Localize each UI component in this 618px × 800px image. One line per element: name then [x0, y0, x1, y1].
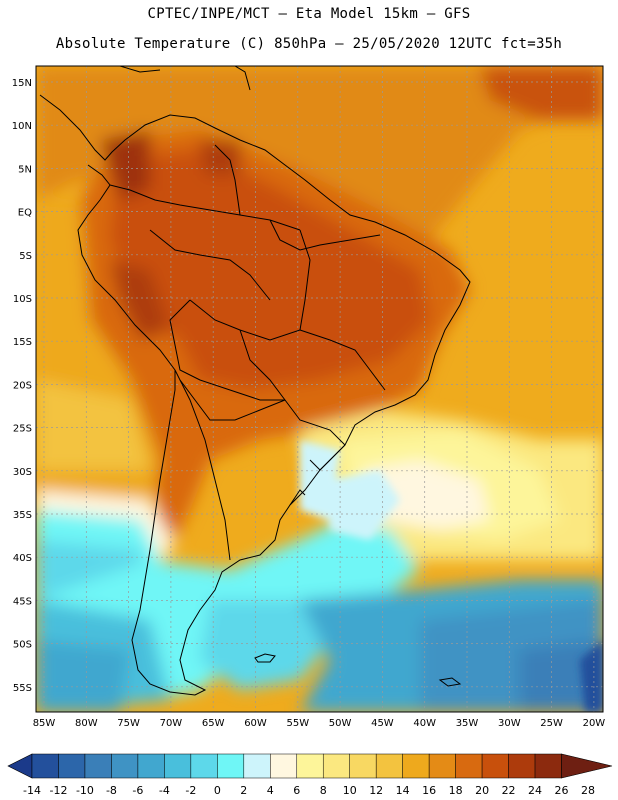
- colorbar-label: -2: [185, 784, 196, 797]
- colorbar-label: -8: [106, 784, 117, 797]
- colorbar-label: -12: [49, 784, 67, 797]
- latitude-labels: 15N 10N 5N EQ 5S 10S 15S 20S 25S 30S 35S 40S 45S 50S 5…: [12, 78, 32, 694]
- colorbar-swatch: [428, 753, 456, 779]
- colorbar-arrow-high: [561, 753, 613, 779]
- colorbar-swatch: [508, 753, 536, 779]
- latitude-tick-label: 45S: [13, 596, 32, 607]
- map-frame: [35, 65, 604, 713]
- colorbar: -14 -12 -10 -8 -6 -4 -2 0 2 4 6 8 10 12 14 16 18 20 22 24 26…: [7, 753, 613, 797]
- colorbar-label: 4: [267, 784, 274, 797]
- colorbar-label: -10: [76, 784, 94, 797]
- longitude-tick-label: 40W: [413, 718, 436, 729]
- colorbar-label: 16: [422, 784, 436, 797]
- colorbar-label: 26: [555, 784, 569, 797]
- colorbar-label: -4: [159, 784, 170, 797]
- latitude-tick-label: 35S: [13, 510, 32, 521]
- colorbar-swatch: [375, 753, 403, 779]
- longitude-tick-label: 65W: [202, 718, 225, 729]
- latitude-tick-label: EQ: [18, 208, 32, 219]
- title-line-1: CPTEC/INPE/MCT – Eta Model 15km – GFS: [147, 6, 471, 22]
- colorbar-label: 22: [502, 784, 516, 797]
- colorbar-swatch: [402, 753, 430, 779]
- colorbar-label: 28: [581, 784, 595, 797]
- longitude-tick-label: 50W: [329, 718, 352, 729]
- coastline: [39, 66, 471, 696]
- colorbar-swatch: [84, 753, 112, 779]
- latitude-tick-label: 40S: [13, 553, 32, 564]
- colorbar-label: -14: [23, 784, 41, 797]
- colorbar-swatch: [217, 753, 245, 779]
- colorbar-label: 14: [396, 784, 410, 797]
- latitude-tick-label: 55S: [13, 683, 32, 694]
- temperature-field: [36, 66, 603, 712]
- colorbar-swatch: [58, 753, 86, 779]
- colorbar-swatch: [296, 753, 324, 779]
- colorbar-label: 12: [369, 784, 383, 797]
- colorbar-label: 20: [475, 784, 489, 797]
- title-line-2: Absolute Temperature (C) 850hPa – 25/05/…: [55, 36, 563, 52]
- colorbar-swatch: [137, 753, 165, 779]
- colorbar-label: 18: [449, 784, 463, 797]
- longitude-tick-label: 20W: [583, 718, 606, 729]
- longitude-tick-label: 55W: [286, 718, 309, 729]
- latitude-tick-label: 30S: [13, 467, 32, 478]
- latitude-tick-label: 10N: [12, 121, 32, 132]
- colorbar-arrow-low: [7, 753, 33, 779]
- colorbar-swatch: [481, 753, 509, 779]
- colorbar-swatch: [111, 753, 139, 779]
- colorbar-swatch: [270, 753, 298, 779]
- colorbar-swatch: [349, 753, 377, 779]
- latitude-tick-label: 10S: [13, 294, 32, 305]
- latitude-tick-label: 15S: [13, 337, 32, 348]
- colorbar-label: 10: [343, 784, 357, 797]
- colorbar-swatch: [455, 753, 483, 779]
- longitude-tick-label: 25W: [540, 718, 563, 729]
- longitude-tick-label: 30W: [498, 718, 521, 729]
- colorbar-swatch: [534, 753, 562, 779]
- colorbar-swatch: [322, 753, 350, 779]
- longitude-tick-label: 70W: [160, 718, 183, 729]
- colorbar-label: 24: [528, 784, 542, 797]
- colorbar-swatch: [190, 753, 218, 779]
- colorbar-label: 6: [293, 784, 300, 797]
- colorbar-label: 0: [214, 784, 221, 797]
- colorbar-label: 8: [320, 784, 327, 797]
- latitude-tick-label: 25S: [13, 424, 32, 435]
- latitude-tick-label: 5N: [18, 164, 32, 175]
- longitude-tick-label: 35W: [456, 718, 479, 729]
- latitude-tick-label: 20S: [13, 380, 32, 391]
- latitude-tick-label: 50S: [13, 640, 32, 651]
- colorbar-swatch: [31, 753, 59, 779]
- latitude-tick-label: 15N: [12, 78, 32, 89]
- colorbar-swatch: [243, 753, 271, 779]
- longitude-tick-label: 75W: [117, 718, 140, 729]
- longitude-tick-label: 85W: [33, 718, 56, 729]
- longitude-tick-label: 60W: [244, 718, 267, 729]
- latitude-tick-label: 5S: [19, 251, 32, 262]
- longitude-labels: 85W 80W 75W 70W 65W 60W 55W 50W 45W 40W 35W 30W 25W 2…: [33, 718, 606, 729]
- longitude-tick-label: 80W: [75, 718, 98, 729]
- colorbar-label: 2: [240, 784, 247, 797]
- colorbar-swatch: [164, 753, 192, 779]
- longitude-tick-label: 45W: [371, 718, 394, 729]
- colorbar-label: -6: [132, 784, 143, 797]
